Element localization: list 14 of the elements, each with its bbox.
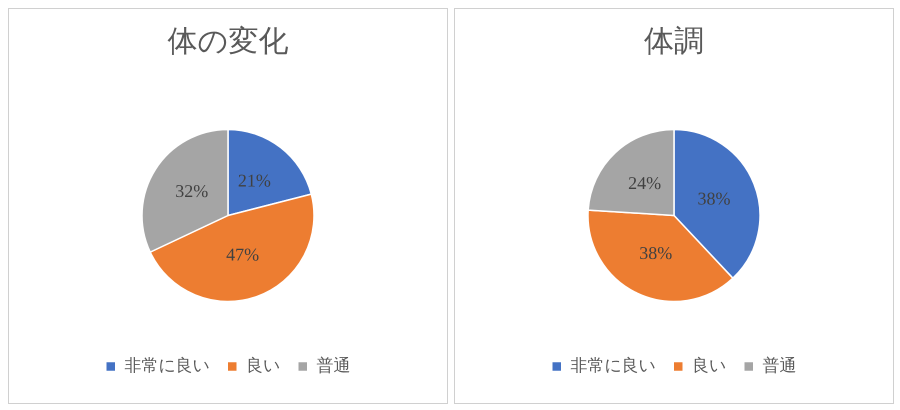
legend-label: 良い — [246, 356, 280, 376]
legend-label: 非常に良い — [570, 356, 656, 376]
data-label: 32% — [175, 181, 208, 202]
data-label: 38% — [639, 243, 672, 264]
data-label: 38% — [697, 188, 730, 208]
data-label: 21% — [238, 170, 271, 190]
data-label: 47% — [226, 244, 260, 265]
chart-title: 体調 — [644, 24, 704, 59]
legend-label: 普通 — [316, 356, 350, 376]
legend-label: 非常に良い — [124, 356, 210, 376]
legend-label: 普通 — [762, 356, 796, 376]
chart-title: 体の変化 — [168, 24, 288, 59]
data-label: 24% — [628, 172, 662, 193]
legend-label: 良い — [692, 356, 726, 376]
